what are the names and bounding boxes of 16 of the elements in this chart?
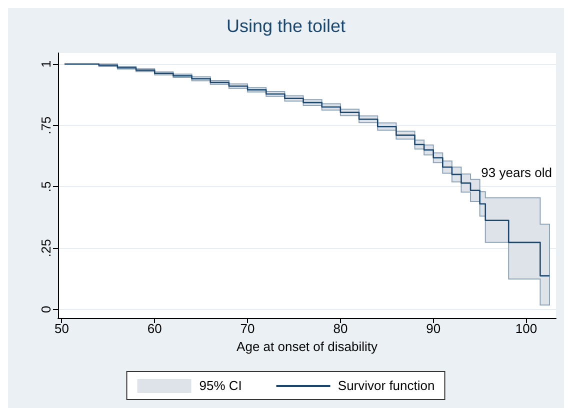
y-tick-label: .75 xyxy=(38,116,54,134)
legend-label: Survivor function xyxy=(338,378,435,393)
x-tick-label: 60 xyxy=(147,321,162,336)
x-tick-label: 80 xyxy=(333,321,348,336)
y-tick-label: 1 xyxy=(38,60,54,68)
y-tick-label: .25 xyxy=(38,239,54,258)
x-tick-label: 50 xyxy=(54,321,69,336)
x-tick-label: 100 xyxy=(515,321,538,336)
y-tick-label: .5 xyxy=(38,181,54,192)
y-tick-label: 0 xyxy=(38,306,54,314)
chart-title: Using the toilet xyxy=(226,16,346,36)
x-tick-label: 70 xyxy=(240,321,255,336)
x-tick-label: 90 xyxy=(426,321,441,336)
text: 95% CI xyxy=(199,378,242,393)
x-axis-title: Age at onset of disability xyxy=(236,338,378,354)
annotation: 93 years old xyxy=(481,165,552,180)
